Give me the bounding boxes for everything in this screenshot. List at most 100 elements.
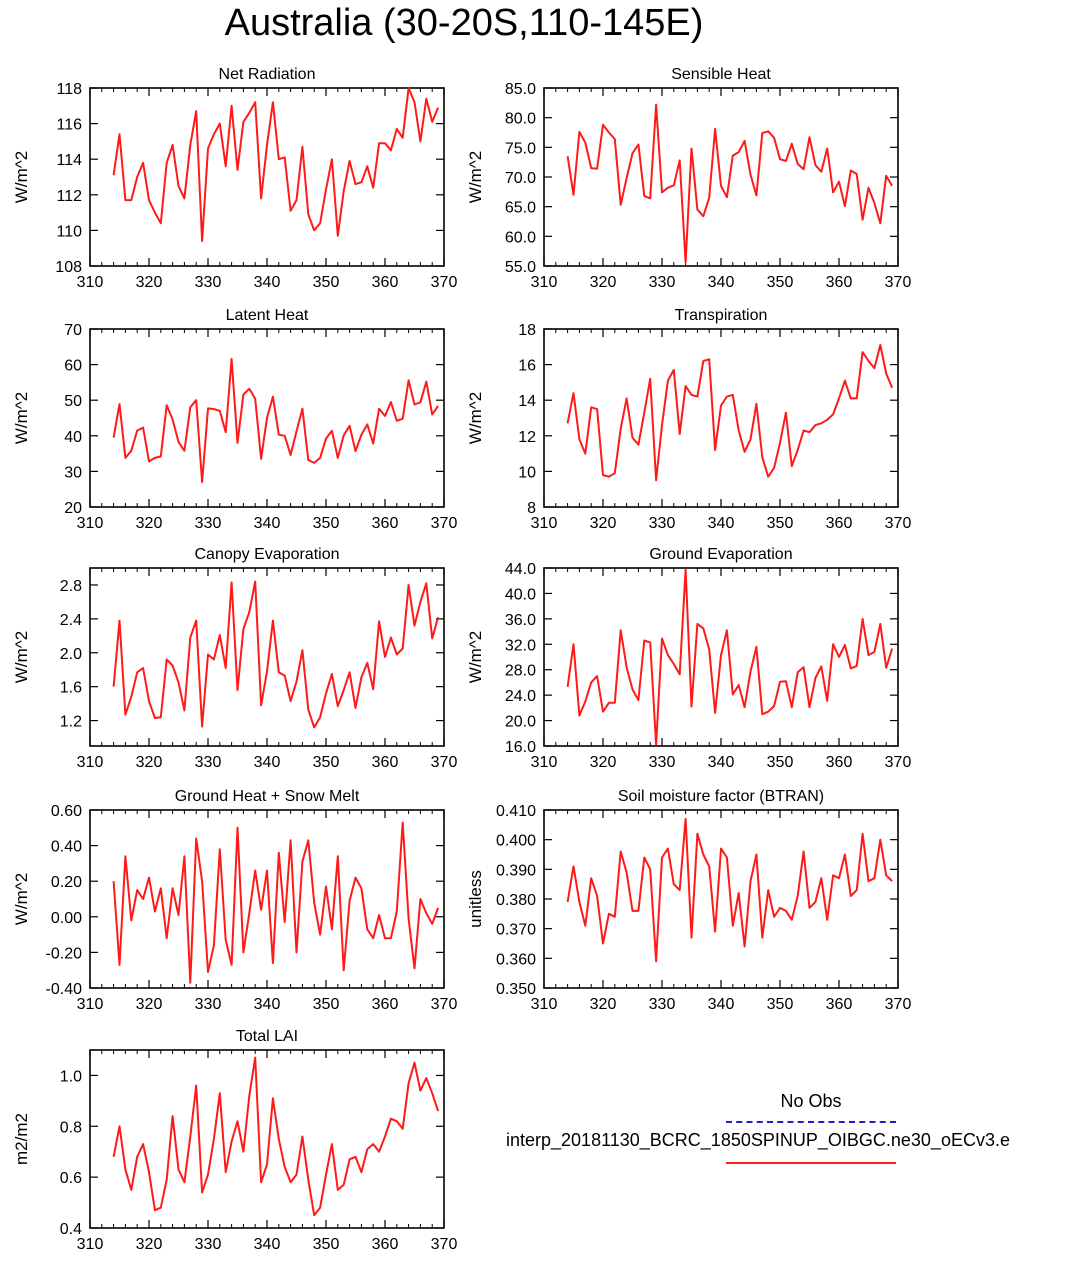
x-tick-label: 370 (885, 996, 912, 1013)
x-tick-label: 340 (708, 515, 735, 532)
y-tick-label: 0.20 (51, 874, 82, 891)
panel-title: Transpiration (675, 307, 768, 324)
y-tick-label: 0.390 (496, 862, 536, 879)
x-tick-label: 340 (708, 754, 735, 771)
x-tick-label: 350 (313, 515, 340, 532)
plot-frame (89, 1049, 445, 1229)
y-tick-label: 40.0 (505, 586, 536, 603)
x-tick-label: 330 (195, 274, 222, 291)
y-tick-label: 0.380 (496, 892, 536, 909)
y-tick-label: 1.2 (60, 714, 82, 731)
series-line (112, 580, 440, 729)
x-tick-label: 360 (826, 274, 853, 291)
series-line (566, 817, 893, 963)
x-tick-label: 310 (531, 996, 558, 1013)
y-tick-label: 112 (56, 188, 82, 205)
y-tick-label: 0.370 (496, 922, 536, 939)
y-tick-label: 20.0 (505, 714, 536, 731)
y-tick-label: 114 (56, 152, 82, 169)
x-tick-label: 310 (77, 1236, 104, 1253)
chart-panel-7: Ground Heat + Snow Melt W/m^2 310 320 330 340… (12, 788, 457, 1013)
legend-model-line (726, 1162, 896, 1164)
y-tick-label: 65.0 (505, 200, 536, 217)
x-tick-label: 370 (885, 754, 912, 771)
x-tick-label: 310 (77, 996, 104, 1013)
y-tick-label: 116 (56, 117, 82, 134)
chart-panel-5: Canopy Evaporation W/m^2 310 320 330 340 350 36… (12, 546, 457, 771)
x-tick-label: 370 (885, 274, 912, 291)
y-tick-label: 0.350 (496, 981, 536, 998)
series-line (112, 1056, 440, 1217)
x-tick-label: 320 (136, 996, 163, 1013)
x-tick-label: 320 (136, 274, 163, 291)
plot-frame (89, 567, 445, 747)
y-tick-label: 12 (518, 429, 536, 446)
x-tick-label: 370 (431, 996, 458, 1013)
x-tick-label: 340 (254, 996, 281, 1013)
legend-model-label: interp_20181130_BCRC_1850SPINUP_OIBGC.ne… (506, 1130, 1010, 1150)
y-tick-label: 0.60 (51, 803, 82, 820)
x-tick-label: 320 (136, 1236, 163, 1253)
y-tick-label: 1.6 (60, 680, 82, 697)
y-tick-label: 14 (518, 393, 536, 410)
x-tick-label: 360 (372, 1236, 399, 1253)
y-axis-label: W/m^2 (466, 631, 485, 683)
y-tick-label: 0.40 (51, 839, 82, 856)
x-tick-label: 330 (649, 515, 676, 532)
x-tick-label: 310 (77, 515, 104, 532)
y-tick-label: -0.20 (46, 945, 83, 962)
y-tick-label: 60 (64, 358, 82, 375)
series-line (112, 357, 439, 484)
y-axis-label: W/m^2 (466, 392, 485, 444)
chart-panel-8: Soil moisture factor (BTRAN) unitless 310 3… (466, 788, 911, 1013)
x-tick-label: 330 (649, 274, 676, 291)
x-tick-label: 350 (313, 274, 340, 291)
x-tick-label: 310 (531, 754, 558, 771)
series-line (566, 344, 894, 482)
panel-title: Total LAI (236, 1028, 298, 1045)
chart-panel-2: Sensible Heat W/m^2 310 320 330 340 350 360 370 5… (466, 66, 911, 291)
y-axis-label: W/m^2 (466, 151, 485, 203)
x-tick-label: 340 (708, 996, 735, 1013)
x-tick-label: 310 (77, 754, 104, 771)
series-line (566, 568, 894, 746)
panel-title: Canopy Evaporation (195, 546, 340, 563)
y-tick-label: 110 (56, 223, 82, 240)
y-tick-label: 108 (55, 259, 82, 276)
y-tick-label: 2.8 (60, 578, 82, 595)
y-tick-label: 16.0 (505, 739, 536, 756)
x-tick-label: 350 (767, 274, 794, 291)
panel-title: Sensible Heat (671, 66, 771, 83)
y-tick-label: 70 (64, 322, 82, 339)
chart-panel-3: Latent Heat W/m^2 310 320 330 340 350 360 370 20 3… (12, 307, 457, 532)
legend-obs-line (726, 1121, 896, 1123)
chart-panel-4: Transpiration W/m^2 310 320 330 340 350 360 370 8… (466, 307, 911, 532)
x-tick-label: 360 (372, 515, 399, 532)
x-tick-label: 320 (136, 515, 163, 532)
x-tick-label: 330 (649, 754, 676, 771)
y-tick-label: 40 (64, 429, 82, 446)
y-tick-label: 20 (64, 500, 82, 517)
x-tick-label: 350 (767, 996, 794, 1013)
x-tick-label: 330 (195, 515, 222, 532)
x-tick-label: 330 (195, 1236, 222, 1253)
y-tick-label: 24.0 (505, 688, 536, 705)
y-tick-label: 0.8 (60, 1119, 82, 1136)
y-tick-label: 85.0 (505, 81, 536, 98)
panel-title: Ground Heat + Snow Melt (175, 788, 360, 805)
series-line (112, 821, 440, 984)
series-line (566, 103, 893, 264)
y-tick-label: 36.0 (505, 612, 536, 629)
chart-panel-1: Net Radiation W/m^2 310 320 330 340 350 360 370 1… (12, 66, 457, 291)
x-tick-label: 340 (254, 1236, 281, 1253)
y-tick-label: 118 (56, 81, 82, 98)
y-tick-label: 1.0 (60, 1068, 82, 1085)
y-tick-label: 75.0 (505, 140, 536, 157)
y-tick-label: 0.360 (496, 951, 536, 968)
plot-frame (89, 87, 445, 267)
x-tick-label: 360 (826, 515, 853, 532)
y-tick-label: 55.0 (505, 259, 536, 276)
legend-obs-label: No Obs (780, 1091, 842, 1111)
y-tick-label: 70.0 (505, 170, 536, 187)
x-tick-label: 350 (767, 515, 794, 532)
